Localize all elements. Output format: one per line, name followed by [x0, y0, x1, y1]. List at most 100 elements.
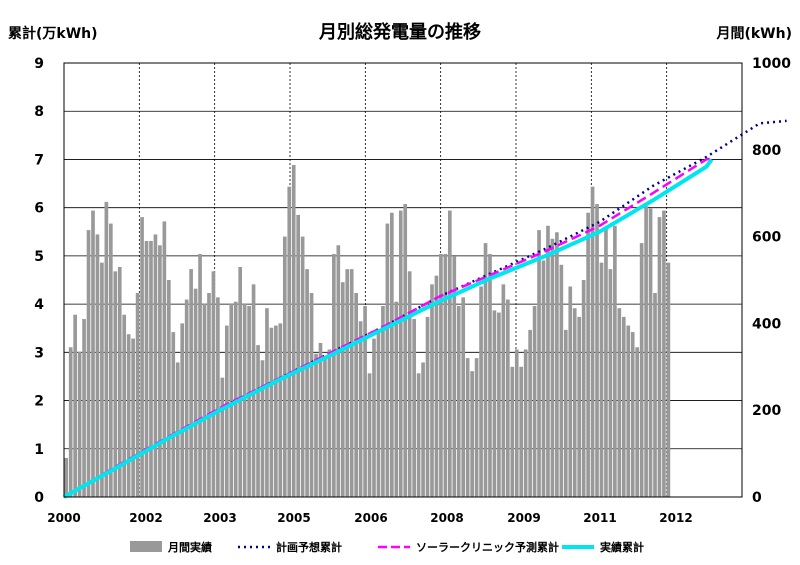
monthly-bar — [305, 269, 309, 497]
monthly-bar — [211, 271, 216, 497]
monthly-bar — [434, 275, 439, 497]
left-tick-label: 7 — [34, 152, 44, 168]
monthly-bar — [86, 230, 91, 497]
monthly-bar — [537, 230, 541, 497]
monthly-bar — [189, 269, 193, 497]
left-tick-label: 6 — [34, 201, 44, 217]
monthly-bar — [140, 217, 144, 497]
monthly-bar — [621, 316, 626, 497]
monthly-bar — [532, 306, 537, 497]
monthly-bar — [465, 358, 470, 497]
legend-item: 計画予想累計 — [238, 540, 342, 554]
x-tick-label: 2009 — [507, 511, 540, 525]
monthly-bar — [581, 280, 586, 497]
monthly-bar — [184, 299, 189, 497]
left-tick-label: 2 — [34, 394, 44, 410]
monthly-bar — [68, 347, 73, 497]
monthly-bar — [180, 323, 185, 497]
monthly-bar — [113, 271, 118, 497]
monthly-bar — [327, 349, 332, 497]
monthly-bar — [220, 377, 225, 497]
monthly-bar — [82, 319, 86, 497]
left-tick-label: 4 — [34, 297, 44, 313]
monthly-bar — [104, 201, 109, 497]
left-tick-label: 1 — [34, 442, 44, 458]
monthly-bar — [555, 232, 559, 497]
left-tick-label: 3 — [34, 345, 44, 361]
monthly-bar — [497, 312, 501, 497]
legend-item: 月間実績 — [130, 540, 212, 554]
monthly-bar — [73, 314, 77, 497]
monthly-bar — [238, 266, 243, 497]
x-tick-label: 2012 — [659, 511, 692, 525]
monthly-bar — [158, 245, 162, 497]
monthly-bar — [363, 306, 367, 497]
monthly-bar — [479, 286, 483, 497]
monthly-bar — [470, 371, 474, 497]
monthly-bar — [64, 457, 69, 497]
monthly-bar — [198, 253, 202, 497]
monthly-bar — [314, 353, 318, 497]
monthly-bar — [336, 245, 341, 497]
monthly-bar — [345, 269, 350, 497]
monthly-bar — [367, 373, 372, 497]
monthly-bar — [523, 349, 528, 497]
right-tick-label: 200 — [752, 403, 781, 419]
monthly-bar — [216, 297, 220, 497]
line-series — [63, 119, 787, 499]
monthly-bar — [171, 332, 176, 497]
monthly-bar — [483, 243, 488, 497]
monthly-bar — [274, 325, 278, 497]
monthly-bar — [372, 338, 376, 497]
monthly-bar — [443, 253, 448, 497]
right-tick-label: 1000 — [752, 56, 791, 72]
x-tick-label: 2006 — [354, 511, 387, 525]
monthly-bar — [461, 297, 466, 497]
monthly-bar — [403, 204, 408, 498]
monthly-bar — [412, 319, 416, 497]
monthly-bar — [572, 308, 577, 497]
x-tick-label: 2000 — [47, 511, 80, 525]
x-tick-label: 2011 — [583, 511, 616, 525]
monthly-bar — [354, 293, 358, 497]
monthly-bar — [604, 227, 608, 498]
legend-label: 実績累計 — [600, 540, 644, 554]
monthly-bar — [653, 293, 657, 497]
left-tick-label: 5 — [34, 249, 44, 265]
monthly-bar — [309, 293, 314, 497]
monthly-bar — [456, 306, 461, 497]
legend-label: ソーラークリニック予測累計 — [416, 540, 559, 554]
monthly-bar — [318, 342, 323, 497]
right-tick-label: 800 — [752, 143, 781, 159]
monthly-bar — [657, 217, 662, 497]
left-tick-label: 8 — [34, 104, 44, 120]
monthly-bar — [550, 238, 555, 497]
monthly-bar — [398, 210, 403, 497]
monthly-bar — [122, 314, 127, 497]
monthly-bar — [501, 284, 506, 497]
monthly-bar — [474, 358, 479, 497]
monthly-bar — [100, 262, 104, 497]
monthly-bar — [77, 351, 82, 497]
monthly-bar — [349, 269, 354, 497]
legend-swatch — [130, 541, 162, 552]
monthly-bar — [662, 210, 666, 497]
monthly-bar — [224, 325, 229, 497]
monthly-bar — [514, 349, 519, 497]
monthly-bar — [287, 186, 292, 497]
monthly-bar — [135, 293, 140, 497]
left-tick-label: 0 — [34, 490, 44, 506]
monthly-bar — [563, 329, 568, 497]
monthly-bar — [242, 303, 247, 497]
x-axis-ticks: 2000 2002 2003 2005 2006 2008 2009 2011 2012 — [47, 511, 692, 525]
right-tick-label: 0 — [752, 490, 762, 506]
monthly-bar — [505, 299, 510, 497]
monthly-bar — [117, 266, 122, 497]
monthly-bar — [282, 236, 287, 497]
right-tick-label: 600 — [752, 230, 781, 246]
monthly-bar — [260, 360, 265, 497]
monthly-bar — [630, 332, 635, 497]
series-line — [63, 158, 714, 499]
monthly-bar — [207, 293, 211, 497]
right-axis-ticks: 0 200 400 600 800 1000 — [752, 56, 791, 506]
